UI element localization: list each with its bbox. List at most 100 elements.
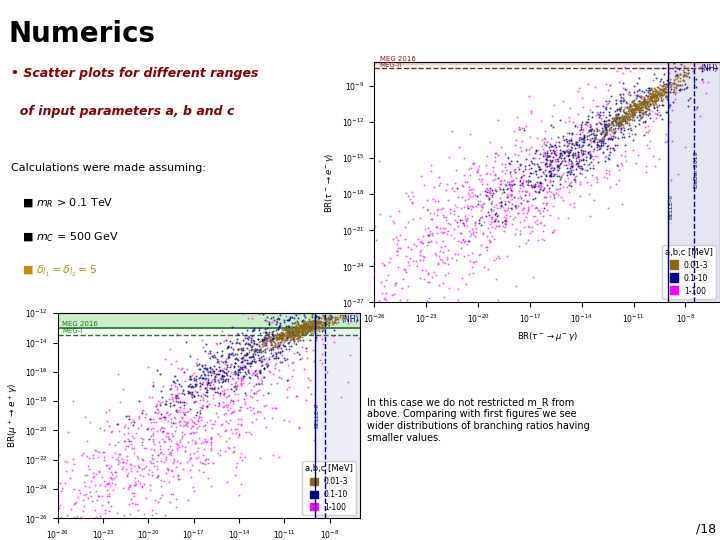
Point <box>261 330 273 339</box>
Point <box>316 321 328 329</box>
Point <box>255 374 266 383</box>
Point <box>434 246 446 255</box>
Point <box>190 410 202 419</box>
Point <box>273 330 284 339</box>
Point <box>243 348 255 357</box>
Point <box>644 97 655 106</box>
Point <box>156 409 167 418</box>
Point <box>134 478 145 487</box>
Point <box>128 418 140 427</box>
Point <box>186 390 198 399</box>
Point <box>161 400 172 409</box>
Text: Calculations were made assuming:: Calculations were made assuming: <box>11 163 206 173</box>
Point <box>552 171 563 180</box>
Point <box>270 352 282 361</box>
Point <box>506 187 518 195</box>
Point <box>567 170 579 178</box>
Point <box>616 103 627 111</box>
Point <box>599 131 611 139</box>
Point <box>678 62 690 70</box>
Point <box>600 105 612 113</box>
Point <box>552 133 564 142</box>
Point <box>306 323 318 332</box>
Point <box>348 308 360 317</box>
Point <box>180 420 192 428</box>
Point <box>567 152 579 161</box>
Point <box>532 188 544 197</box>
Point <box>318 314 330 322</box>
Point <box>657 87 669 96</box>
Point <box>258 364 270 373</box>
Point <box>246 353 257 362</box>
Point <box>561 137 572 146</box>
Point <box>458 170 469 179</box>
Point <box>314 355 325 364</box>
Point <box>631 103 643 112</box>
Point <box>633 103 644 111</box>
Point <box>610 118 621 126</box>
Point <box>644 137 656 145</box>
Point <box>255 368 266 377</box>
Point <box>15 507 27 516</box>
Point <box>467 159 479 167</box>
Point <box>290 311 302 320</box>
Point <box>652 88 663 97</box>
Point <box>287 327 299 335</box>
Point <box>346 273 357 281</box>
Point <box>228 396 239 405</box>
Point <box>570 144 581 152</box>
Point <box>306 325 318 334</box>
Point <box>271 340 282 349</box>
Point <box>312 326 323 334</box>
Point <box>585 127 597 136</box>
Point <box>282 355 293 363</box>
Point <box>603 134 614 143</box>
Point <box>138 405 149 414</box>
Point <box>484 184 495 192</box>
Point <box>305 326 317 334</box>
Point <box>403 261 415 270</box>
Point <box>644 91 656 100</box>
Point <box>274 372 285 381</box>
Point <box>181 419 193 428</box>
Point <box>663 103 675 111</box>
Point <box>647 152 658 160</box>
Point <box>300 320 312 329</box>
Point <box>482 265 494 273</box>
Point <box>273 354 284 362</box>
Point <box>670 90 681 99</box>
Point <box>619 63 631 71</box>
Point <box>289 324 300 333</box>
Point <box>184 455 195 464</box>
Point <box>536 186 548 195</box>
Point <box>598 116 610 125</box>
Point <box>117 484 129 493</box>
Point <box>605 183 616 191</box>
Point <box>648 97 660 105</box>
Point <box>584 126 595 134</box>
Point <box>665 82 677 90</box>
Point <box>123 483 135 491</box>
Point <box>540 171 552 179</box>
Point <box>283 333 294 342</box>
Point <box>239 453 251 462</box>
Point <box>501 206 513 215</box>
Point <box>641 104 652 112</box>
Point <box>179 429 190 438</box>
Point <box>657 90 669 99</box>
Point <box>237 343 248 352</box>
Point <box>208 384 220 393</box>
Point <box>269 347 280 356</box>
Point <box>559 161 570 170</box>
Point <box>212 402 224 410</box>
Point <box>242 314 253 323</box>
Point <box>289 326 301 335</box>
Point <box>147 451 158 460</box>
Point <box>275 329 287 338</box>
Point <box>228 447 240 456</box>
Point <box>240 363 252 372</box>
Point <box>172 441 184 450</box>
Point <box>171 357 182 366</box>
Point <box>456 215 468 224</box>
Point <box>300 319 311 327</box>
